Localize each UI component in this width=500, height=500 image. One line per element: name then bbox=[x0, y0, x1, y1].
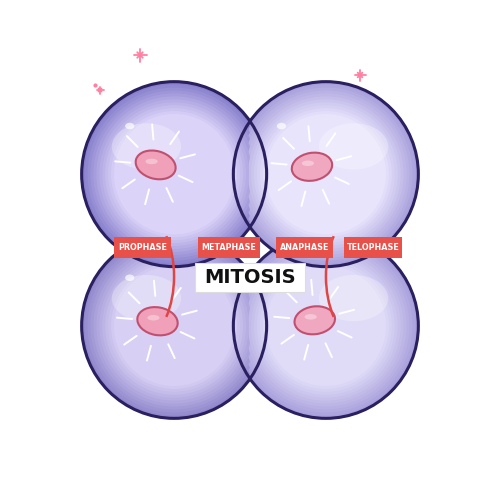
Ellipse shape bbox=[248, 248, 404, 404]
Ellipse shape bbox=[108, 260, 240, 392]
Ellipse shape bbox=[234, 82, 418, 266]
Ellipse shape bbox=[236, 84, 416, 264]
Ellipse shape bbox=[125, 274, 134, 281]
Ellipse shape bbox=[96, 96, 252, 252]
FancyBboxPatch shape bbox=[195, 263, 305, 292]
Ellipse shape bbox=[242, 90, 410, 258]
Text: ANAPHASE: ANAPHASE bbox=[280, 243, 330, 252]
Text: PROPHASE: PROPHASE bbox=[118, 243, 166, 252]
Ellipse shape bbox=[242, 242, 410, 410]
Ellipse shape bbox=[125, 123, 134, 130]
Ellipse shape bbox=[82, 234, 266, 418]
Ellipse shape bbox=[236, 236, 416, 416]
Ellipse shape bbox=[112, 275, 181, 321]
FancyBboxPatch shape bbox=[114, 237, 171, 258]
Ellipse shape bbox=[245, 94, 406, 255]
Ellipse shape bbox=[112, 124, 181, 170]
Ellipse shape bbox=[319, 124, 388, 170]
Ellipse shape bbox=[114, 266, 234, 386]
Ellipse shape bbox=[94, 94, 255, 255]
Ellipse shape bbox=[234, 234, 418, 418]
Ellipse shape bbox=[277, 123, 286, 130]
Ellipse shape bbox=[266, 114, 386, 234]
Ellipse shape bbox=[245, 245, 406, 406]
Ellipse shape bbox=[111, 111, 237, 237]
Ellipse shape bbox=[105, 257, 243, 395]
Ellipse shape bbox=[102, 254, 246, 398]
Ellipse shape bbox=[82, 82, 266, 266]
Ellipse shape bbox=[292, 152, 332, 181]
Ellipse shape bbox=[139, 316, 361, 346]
Ellipse shape bbox=[266, 266, 386, 386]
Ellipse shape bbox=[94, 245, 255, 406]
Ellipse shape bbox=[88, 239, 261, 412]
Ellipse shape bbox=[304, 314, 317, 320]
Ellipse shape bbox=[277, 274, 286, 281]
Ellipse shape bbox=[102, 102, 246, 246]
Ellipse shape bbox=[294, 306, 335, 334]
Ellipse shape bbox=[105, 105, 243, 243]
Ellipse shape bbox=[248, 96, 404, 252]
FancyBboxPatch shape bbox=[198, 237, 260, 258]
Ellipse shape bbox=[90, 90, 258, 258]
Ellipse shape bbox=[263, 263, 389, 389]
Ellipse shape bbox=[254, 254, 398, 398]
Ellipse shape bbox=[146, 158, 158, 164]
Ellipse shape bbox=[239, 88, 412, 261]
Ellipse shape bbox=[84, 84, 264, 264]
Text: TELOPHASE: TELOPHASE bbox=[346, 243, 400, 252]
Ellipse shape bbox=[138, 307, 177, 336]
Ellipse shape bbox=[148, 315, 160, 320]
FancyBboxPatch shape bbox=[276, 237, 334, 258]
Ellipse shape bbox=[257, 257, 395, 395]
Ellipse shape bbox=[319, 275, 388, 321]
Ellipse shape bbox=[251, 100, 400, 249]
Ellipse shape bbox=[260, 260, 392, 392]
Ellipse shape bbox=[108, 108, 240, 240]
Ellipse shape bbox=[239, 239, 412, 412]
Ellipse shape bbox=[90, 242, 258, 410]
Ellipse shape bbox=[263, 111, 389, 237]
Ellipse shape bbox=[302, 160, 314, 166]
Ellipse shape bbox=[136, 150, 175, 180]
Ellipse shape bbox=[100, 251, 249, 400]
Ellipse shape bbox=[254, 102, 398, 246]
Text: MITOSIS: MITOSIS bbox=[204, 268, 296, 287]
Ellipse shape bbox=[111, 263, 237, 389]
Ellipse shape bbox=[114, 114, 234, 234]
Ellipse shape bbox=[257, 105, 395, 243]
Ellipse shape bbox=[96, 248, 252, 404]
Text: METAPHASE: METAPHASE bbox=[202, 243, 256, 252]
Ellipse shape bbox=[260, 108, 392, 240]
FancyBboxPatch shape bbox=[344, 237, 402, 258]
Ellipse shape bbox=[251, 251, 400, 400]
Ellipse shape bbox=[100, 100, 249, 249]
Ellipse shape bbox=[84, 236, 264, 416]
Ellipse shape bbox=[88, 88, 261, 261]
